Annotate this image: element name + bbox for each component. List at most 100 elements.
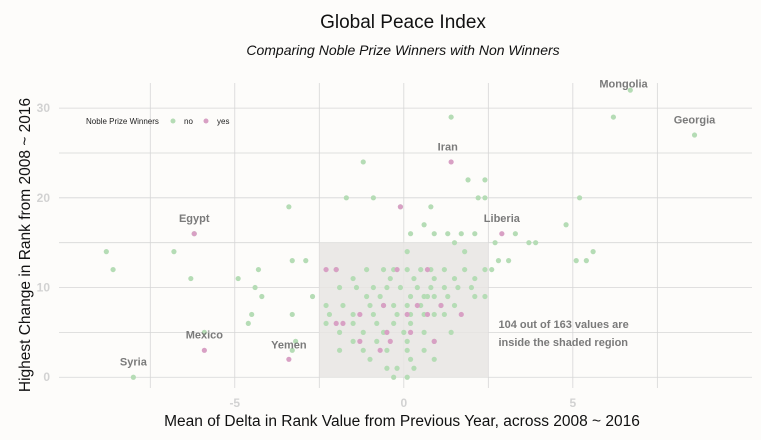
- data-point-no: [472, 275, 478, 282]
- chart-subtitle: Comparing Noble Prize Winners with Non W…: [246, 42, 559, 58]
- data-point-no: [404, 302, 410, 309]
- data-point-no: [421, 347, 427, 353]
- data-point-no: [171, 249, 177, 255]
- data-point-no: [350, 320, 356, 327]
- data-point-no: [407, 356, 414, 362]
- data-point-no: [384, 347, 390, 353]
- x-tick-label: 5: [569, 396, 576, 410]
- data-point-yes: [458, 311, 464, 318]
- data-point-yes: [431, 338, 437, 344]
- data-point-no: [583, 258, 589, 264]
- data-point-no: [506, 258, 512, 264]
- data-point-no: [249, 311, 255, 318]
- data-point-no: [394, 365, 400, 371]
- data-point-no: [563, 222, 569, 228]
- y-axis-title: Highest Change in Rank from 2008 ~ 2016: [17, 98, 34, 392]
- legend-title: Noble Prize Winners: [86, 117, 159, 126]
- data-point-no: [465, 177, 471, 183]
- data-point-no: [289, 258, 295, 264]
- data-point-no: [407, 231, 414, 237]
- data-point-no: [451, 302, 458, 309]
- data-point-yes: [424, 311, 431, 318]
- data-point-no: [404, 347, 410, 353]
- data-point-yes: [286, 356, 292, 362]
- data-point-no: [411, 365, 417, 371]
- data-point-no: [367, 302, 373, 309]
- data-point-yes: [499, 231, 505, 237]
- data-point-no: [289, 311, 295, 318]
- data-point-no: [255, 266, 262, 273]
- data-point-no: [370, 311, 376, 318]
- data-point-no: [462, 249, 468, 255]
- annotation-line: inside the shaded region: [498, 337, 628, 349]
- data-point-no: [448, 114, 454, 120]
- data-point-no: [441, 311, 447, 318]
- data-point-no: [289, 347, 295, 353]
- x-axis-title: Mean of Delta in Rank Value from Previou…: [164, 413, 640, 430]
- data-point-yes: [333, 266, 339, 273]
- data-point-yes: [377, 347, 383, 353]
- data-point-no: [533, 240, 539, 246]
- data-point-no: [336, 284, 343, 291]
- data-point-no: [309, 293, 316, 300]
- data-point-no: [482, 293, 488, 300]
- data-point-no: [482, 177, 488, 183]
- data-point-no: [350, 311, 356, 318]
- data-point-no: [428, 204, 434, 210]
- data-point-no: [428, 284, 434, 291]
- data-point-yes: [397, 204, 404, 210]
- data-point-no: [404, 249, 410, 255]
- annotation-line: 104 out of 163 values are: [498, 319, 628, 331]
- y-tick-label: 0: [43, 370, 50, 384]
- data-point-no: [387, 275, 393, 282]
- data-point-no: [201, 329, 207, 335]
- point-label: Iran: [438, 141, 458, 153]
- data-point-no: [418, 266, 424, 273]
- data-point-no: [492, 240, 498, 246]
- data-point-no: [360, 329, 366, 335]
- data-point-no: [691, 132, 698, 138]
- annotation: 104 out of 163 values are inside the shad…: [498, 319, 628, 349]
- data-point-no: [448, 329, 454, 335]
- data-point-no: [458, 231, 464, 237]
- data-point-no: [370, 195, 376, 201]
- data-point-no: [367, 356, 373, 362]
- data-point-yes: [333, 320, 339, 327]
- data-point-no: [441, 266, 447, 273]
- data-point-no: [360, 347, 366, 353]
- data-point-no: [424, 293, 431, 300]
- data-point-no: [374, 338, 380, 344]
- data-point-no: [380, 266, 387, 273]
- data-point-no: [350, 275, 356, 282]
- data-point-yes: [404, 311, 410, 318]
- data-point-no: [360, 159, 366, 165]
- data-point-no: [336, 347, 343, 353]
- data-point-no: [370, 284, 376, 291]
- data-points: [103, 87, 698, 380]
- data-point-no: [512, 231, 518, 237]
- data-point-no: [303, 258, 309, 264]
- data-point-no: [576, 195, 583, 201]
- data-point-no: [482, 195, 488, 201]
- data-point-no: [455, 284, 461, 291]
- data-point-no: [188, 275, 194, 282]
- data-point-no: [411, 275, 417, 282]
- data-point-no: [472, 293, 478, 300]
- data-point-no: [343, 195, 349, 201]
- x-tick-label: -5: [229, 396, 240, 410]
- data-point-no: [441, 284, 447, 291]
- data-point-no: [401, 329, 407, 335]
- data-point-no: [482, 266, 488, 273]
- data-point-no: [293, 338, 299, 344]
- data-point-yes: [201, 347, 207, 353]
- data-point-no: [431, 293, 437, 300]
- data-point-no: [468, 284, 475, 291]
- data-point-no: [489, 266, 495, 273]
- data-point-no: [495, 258, 502, 264]
- data-point-yes: [438, 302, 444, 309]
- data-point-no: [421, 222, 427, 228]
- data-point-no: [414, 284, 420, 291]
- data-point-yes: [191, 231, 197, 237]
- data-point-yes: [340, 320, 346, 327]
- data-point-no: [353, 284, 360, 291]
